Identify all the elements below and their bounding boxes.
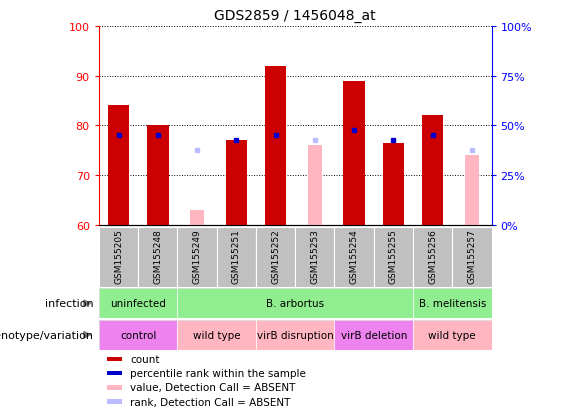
Text: GSM155255: GSM155255: [389, 229, 398, 284]
Bar: [217, 227, 256, 287]
Bar: [177, 320, 256, 350]
Bar: [107, 399, 123, 404]
Bar: [107, 371, 123, 375]
Text: B. melitensis: B. melitensis: [419, 299, 486, 309]
Bar: [344, 81, 365, 225]
Text: virB disruption: virB disruption: [257, 330, 333, 340]
Text: rank, Detection Call = ABSENT: rank, Detection Call = ABSENT: [131, 397, 290, 407]
Text: genotype/variation: genotype/variation: [0, 330, 93, 340]
Bar: [107, 357, 123, 361]
Text: GSM155257: GSM155257: [467, 229, 476, 284]
Bar: [256, 320, 334, 350]
Text: B. arbortus: B. arbortus: [266, 299, 324, 309]
Bar: [177, 227, 217, 287]
Text: uninfected: uninfected: [110, 299, 166, 309]
Bar: [99, 320, 177, 350]
Bar: [147, 126, 168, 225]
Bar: [422, 116, 444, 225]
Bar: [265, 66, 286, 225]
Text: wild type: wild type: [193, 330, 241, 340]
Bar: [334, 320, 413, 350]
Title: GDS2859 / 1456048_at: GDS2859 / 1456048_at: [214, 9, 376, 23]
Bar: [177, 289, 413, 318]
Text: value, Detection Call = ABSENT: value, Detection Call = ABSENT: [131, 382, 295, 392]
Bar: [453, 227, 492, 287]
Text: infection: infection: [45, 299, 93, 309]
Text: GSM155254: GSM155254: [350, 229, 359, 284]
Bar: [108, 106, 129, 225]
Bar: [295, 227, 334, 287]
Bar: [308, 146, 322, 225]
Text: GSM155256: GSM155256: [428, 229, 437, 284]
Bar: [138, 227, 177, 287]
Text: GSM155205: GSM155205: [114, 229, 123, 284]
Bar: [225, 141, 247, 225]
Bar: [465, 156, 479, 225]
Bar: [107, 385, 123, 390]
Bar: [413, 320, 492, 350]
Bar: [413, 289, 492, 318]
Bar: [99, 289, 177, 318]
Text: GSM155249: GSM155249: [193, 229, 202, 284]
Bar: [256, 227, 295, 287]
Text: GSM155248: GSM155248: [153, 229, 162, 284]
Text: GSM155252: GSM155252: [271, 229, 280, 284]
Bar: [383, 143, 404, 225]
Text: virB deletion: virB deletion: [341, 330, 407, 340]
Bar: [334, 227, 374, 287]
Bar: [374, 227, 413, 287]
Text: GSM155251: GSM155251: [232, 229, 241, 284]
Bar: [99, 227, 138, 287]
Bar: [190, 210, 204, 225]
Text: control: control: [120, 330, 157, 340]
Text: wild type: wild type: [428, 330, 476, 340]
Bar: [413, 227, 453, 287]
Text: count: count: [131, 354, 160, 364]
Text: percentile rank within the sample: percentile rank within the sample: [131, 368, 306, 378]
Text: GSM155253: GSM155253: [310, 229, 319, 284]
